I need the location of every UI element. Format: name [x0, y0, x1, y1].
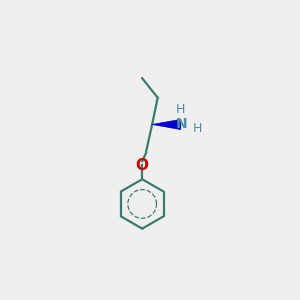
Text: H: H [193, 122, 202, 135]
Text: O: O [136, 158, 149, 173]
Text: H: H [176, 103, 185, 116]
Polygon shape [152, 119, 181, 130]
Text: N: N [176, 118, 188, 131]
